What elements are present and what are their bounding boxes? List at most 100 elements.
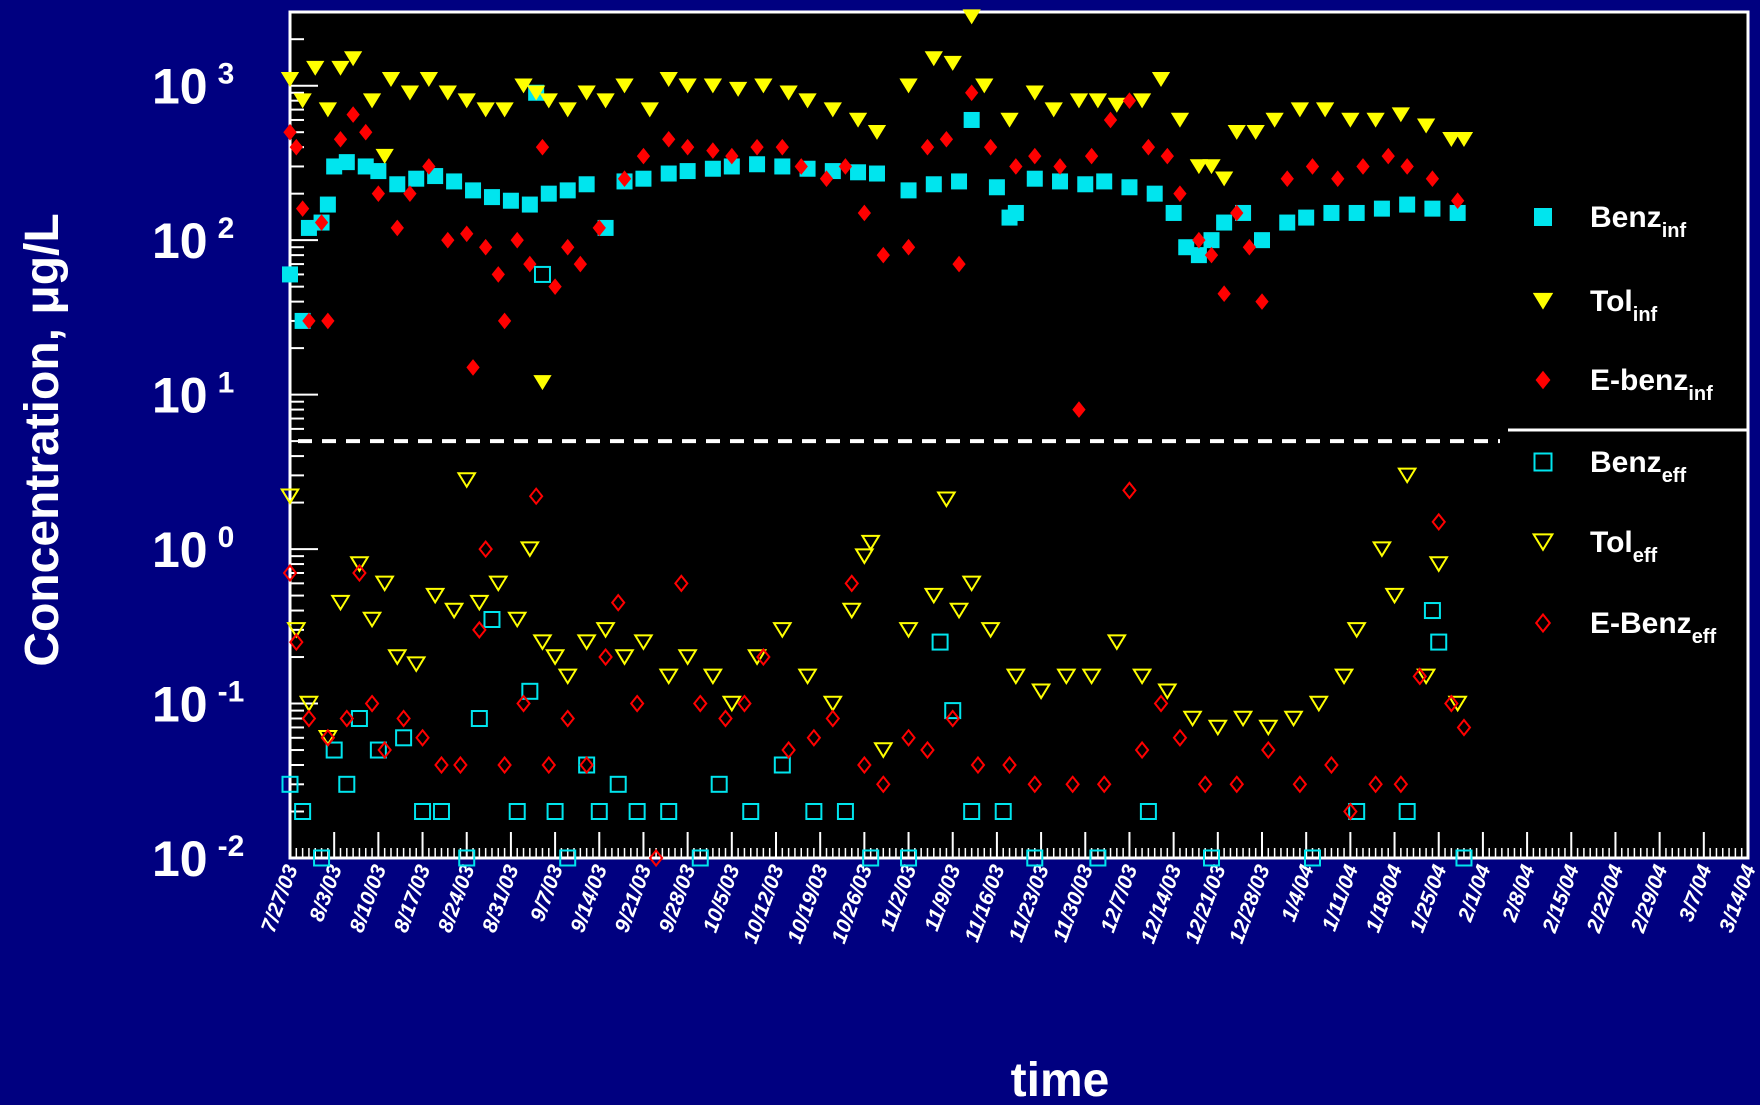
point-tol-inf [1315,102,1335,118]
y-axis-title: Concentration, μg/L [16,213,69,666]
point-tol-inf [1442,132,1461,147]
point-e-benz-eff [876,775,891,794]
point-tol-eff [1428,556,1449,573]
point-benz-inf [408,170,425,187]
point-e-benz-inf [1084,147,1099,165]
point-tol-eff [469,594,490,612]
series-benz-eff [281,265,1473,867]
point-e-benz-eff [1172,728,1188,747]
point-benz-eff [338,775,356,793]
point-benz-eff [1139,803,1157,821]
x-tick-label: 10/26/03 [827,862,877,947]
x-tick-label: 11/9/03 [920,862,965,935]
point-benz-eff [1026,849,1044,867]
point-e-benz-eff [756,647,771,667]
point-tol-eff [1371,541,1392,558]
point-e-benz-eff [1431,512,1447,531]
point-tol-inf [280,72,300,88]
point-tol-eff [576,634,597,651]
point-tol-eff [614,649,635,666]
y-tick-label: 10 -2 [152,830,244,887]
point-tol-eff [1283,710,1304,728]
series-tol-eff [279,467,1468,759]
point-tol-eff [898,622,919,639]
point-tol-inf [343,51,363,67]
point-benz-inf [1373,200,1390,217]
point-benz-inf [282,266,298,283]
point-tol-inf [678,78,697,94]
point-e-benz-eff [497,755,512,775]
x-tick-label: 2/1/04 [1454,862,1496,926]
point-e-benz-eff [352,563,367,583]
point-benz-inf [370,163,387,180]
point-tol-eff [425,587,446,605]
point-benz-eff [521,682,539,700]
point-benz-inf [389,176,406,193]
point-tol-eff [1157,683,1178,700]
point-e-benz-inf [901,238,916,256]
point-e-benz-inf [819,170,834,187]
legend-label-tol-inf: Tolinf [1590,285,1658,326]
point-e-benz-inf [333,130,348,148]
point-benz-eff [313,849,331,867]
point-tol-eff [841,602,862,620]
point-benz-inf [446,173,463,190]
point-benz-inf [502,192,519,209]
point-tol-eff [772,622,793,639]
point-e-benz-inf [371,185,386,202]
point-tol-eff [279,488,301,505]
point-e-benz-inf [548,278,562,295]
point-tol-eff [873,742,894,759]
point-tol-eff [1447,695,1468,713]
point-benz-inf [427,168,444,185]
point-e-benz-inf [1053,158,1067,175]
legend-marker-e-benz-inf [1535,370,1551,390]
point-e-benz-inf [1280,170,1294,187]
point-tol-eff [456,472,477,489]
point-e-benz-inf [302,312,316,330]
point-benz-inf [1216,214,1233,231]
point-benz-inf [465,182,482,199]
x-tick-label: 9/14/03 [566,862,612,936]
point-benz-inf [1096,173,1113,190]
point-benz-eff [281,775,299,793]
point-benz-inf [963,111,980,128]
point-tol-eff [936,491,957,508]
legend-label-benz-eff: Benzeff [1590,446,1686,487]
x-axis-title: time [1011,1054,1110,1105]
point-e-benz-inf [952,255,966,273]
point-benz-eff [1303,849,1321,867]
point-tol-inf [1214,171,1234,187]
point-e-benz-inf [1381,147,1395,165]
point-e-benz-inf [680,138,695,156]
series-benz-inf [282,84,1466,329]
point-tol-inf [1391,107,1410,123]
point-tol-eff [507,611,528,629]
legend-marker-benz-inf [1534,208,1552,226]
point-e-benz-eff [825,709,841,728]
point-benz-inf [1203,232,1220,249]
point-tol-inf [1341,112,1360,128]
point-tol-inf [779,85,798,101]
point-e-benz-eff [1324,755,1339,775]
x-tick-label: 1/25/04 [1406,862,1452,936]
point-benz-inf [483,189,500,206]
point-tol-inf [1454,132,1474,147]
point-tol-eff [406,656,427,673]
point-tol-inf [1290,102,1310,118]
x-tick-label: 10/12/03 [739,862,789,947]
point-e-benz-inf [523,255,537,273]
point-e-benz-eff [781,740,796,760]
point-e-benz-eff [1002,755,1017,775]
point-benz-eff [1089,849,1107,867]
point-e-benz-inf [321,312,335,330]
point-benz-inf [1254,232,1270,249]
point-benz-eff [862,849,880,867]
point-benz-eff [742,803,760,821]
legend-label-e-benz-eff: E-Benzeff [1590,607,1716,648]
point-benz-eff [546,803,564,821]
point-tol-inf [1088,93,1108,109]
point-e-benz-eff [339,709,355,728]
point-tol-inf [495,102,514,118]
